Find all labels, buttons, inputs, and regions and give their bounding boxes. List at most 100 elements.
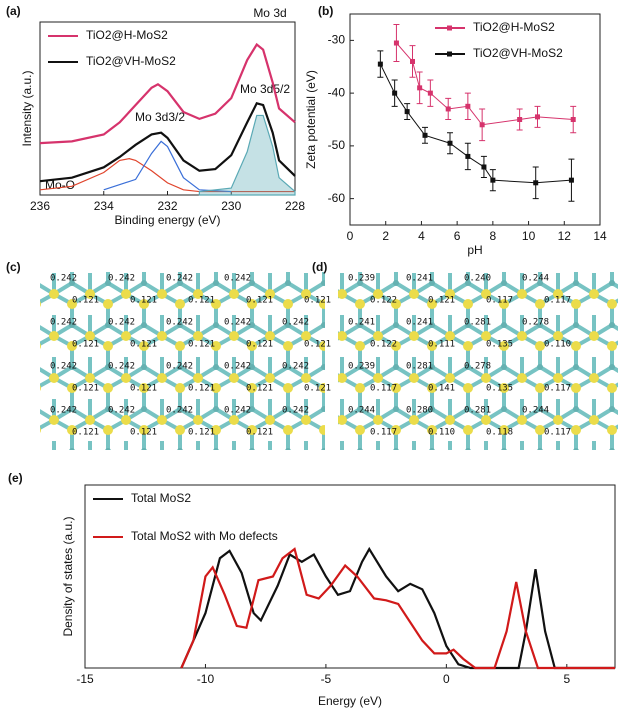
data-point xyxy=(480,122,485,127)
x-tick-label: 5 xyxy=(563,672,570,686)
charge-label: 0.121 xyxy=(72,384,99,394)
charge-label: 0.242 xyxy=(50,318,77,328)
charge-label: 0.121 xyxy=(188,340,215,350)
data-point xyxy=(446,106,451,111)
x-tick-label: 10 xyxy=(522,229,536,243)
panel-label: (b) xyxy=(318,4,333,18)
x-tick-label: 234 xyxy=(94,199,114,213)
charge-label: 0.121 xyxy=(304,340,331,350)
charge-label: 0.244 xyxy=(522,406,549,416)
charge-label: 0.141 xyxy=(428,384,455,394)
x-tick-label: 236 xyxy=(30,199,50,213)
data-point xyxy=(423,133,428,138)
charge-label: 0.241 xyxy=(406,318,433,328)
y-tick-label: -30 xyxy=(328,33,346,47)
data-point xyxy=(481,164,486,169)
x-tick-label: 4 xyxy=(418,229,425,243)
charge-label: 0.121 xyxy=(130,340,157,350)
charge-label: 0.242 xyxy=(108,318,135,328)
charge-label: 0.110 xyxy=(428,428,455,438)
x-tick-label: 2 xyxy=(382,229,389,243)
charge-label: 0.242 xyxy=(50,362,77,372)
legend-label: TiO2@VH-MoS2 xyxy=(473,46,563,60)
charge-label: 0.117 xyxy=(370,384,397,394)
data-point xyxy=(571,117,576,122)
charge-label: 0.242 xyxy=(166,406,193,416)
charge-label: 0.242 xyxy=(50,274,77,284)
charge-label: 0.239 xyxy=(348,274,375,284)
charge-label: 0.121 xyxy=(246,428,273,438)
legend-label: Total MoS2 with Mo defects xyxy=(131,529,278,543)
data-point xyxy=(448,141,453,146)
x-tick-label: 0 xyxy=(443,672,450,686)
data-point xyxy=(465,154,470,159)
data-point xyxy=(410,59,415,64)
charge-label: 0.242 xyxy=(224,406,251,416)
charge-label: 0.242 xyxy=(224,318,251,328)
y-tick-label: -60 xyxy=(328,191,346,205)
charge-label: 0.111 xyxy=(428,340,455,350)
legend-marker xyxy=(447,26,452,31)
charge-label: 0.242 xyxy=(282,362,309,372)
charge-label: 0.121 xyxy=(72,340,99,350)
legend-label: TiO2@H-MoS2 xyxy=(86,28,168,42)
charge-label: 0.135 xyxy=(486,340,513,350)
charge-label: 0.242 xyxy=(224,274,251,284)
charge-label: 0.242 xyxy=(108,362,135,372)
charge-label: 0.278 xyxy=(522,318,549,328)
charge-label: 0.121 xyxy=(72,296,99,306)
charge-label: 0.121 xyxy=(188,296,215,306)
data-point xyxy=(533,180,538,185)
x-axis-label: pH xyxy=(467,243,482,257)
panel-label: (e) xyxy=(8,471,23,485)
x-tick-label: 228 xyxy=(285,199,305,213)
charge-label: 0.239 xyxy=(348,362,375,372)
data-point xyxy=(394,41,399,46)
data-point xyxy=(535,114,540,119)
series-line xyxy=(104,141,232,191)
charge-label: 0.281 xyxy=(406,362,433,372)
legend-marker xyxy=(447,52,452,57)
y-axis-label: Intensity (a.u.) xyxy=(20,70,34,146)
data-point xyxy=(569,178,574,183)
charge-label: 0.121 xyxy=(72,428,99,438)
series-line xyxy=(380,64,571,183)
legend-label: TiO2@H-MoS2 xyxy=(473,20,555,34)
charge-label: 0.242 xyxy=(166,362,193,372)
data-point xyxy=(490,178,495,183)
charge-label: 0.242 xyxy=(108,406,135,416)
charge-label: 0.118 xyxy=(486,428,513,438)
figure: (a)236234232230228Binding energy (eV)Int… xyxy=(0,0,640,715)
data-point xyxy=(392,91,397,96)
data-point xyxy=(428,91,433,96)
charge-label: 0.117 xyxy=(544,428,571,438)
charge-label: 0.117 xyxy=(370,428,397,438)
charge-label: 0.240 xyxy=(464,274,491,284)
charge-label: 0.242 xyxy=(166,318,193,328)
charge-label: 0.242 xyxy=(224,362,251,372)
charge-label: 0.121 xyxy=(188,384,215,394)
charge-label: 0.244 xyxy=(348,406,375,416)
data-point xyxy=(378,62,383,67)
y-tick-label: -40 xyxy=(328,85,346,99)
charge-label: 0.281 xyxy=(464,318,491,328)
x-tick-label: 0 xyxy=(347,229,354,243)
charge-label: 0.244 xyxy=(522,274,549,284)
x-tick-label: 232 xyxy=(157,199,177,213)
x-tick-label: 8 xyxy=(490,229,497,243)
charge-label: 0.241 xyxy=(348,318,375,328)
charge-label: 0.117 xyxy=(544,296,571,306)
plot-frame xyxy=(85,485,615,668)
x-tick-label: -5 xyxy=(321,672,332,686)
x-axis-label: Energy (eV) xyxy=(318,694,382,708)
charge-label: 0.117 xyxy=(544,384,571,394)
annotation: Mo 3d xyxy=(253,6,286,20)
series-line xyxy=(181,549,615,668)
annotation: Mo 3d5/2 xyxy=(240,82,290,96)
data-point xyxy=(517,117,522,122)
x-tick-label: 230 xyxy=(221,199,241,213)
annotation: Mo 3d3/2 xyxy=(135,110,185,124)
x-tick-label: 6 xyxy=(454,229,461,243)
charge-label: 0.242 xyxy=(282,318,309,328)
charge-label: 0.122 xyxy=(370,296,397,306)
